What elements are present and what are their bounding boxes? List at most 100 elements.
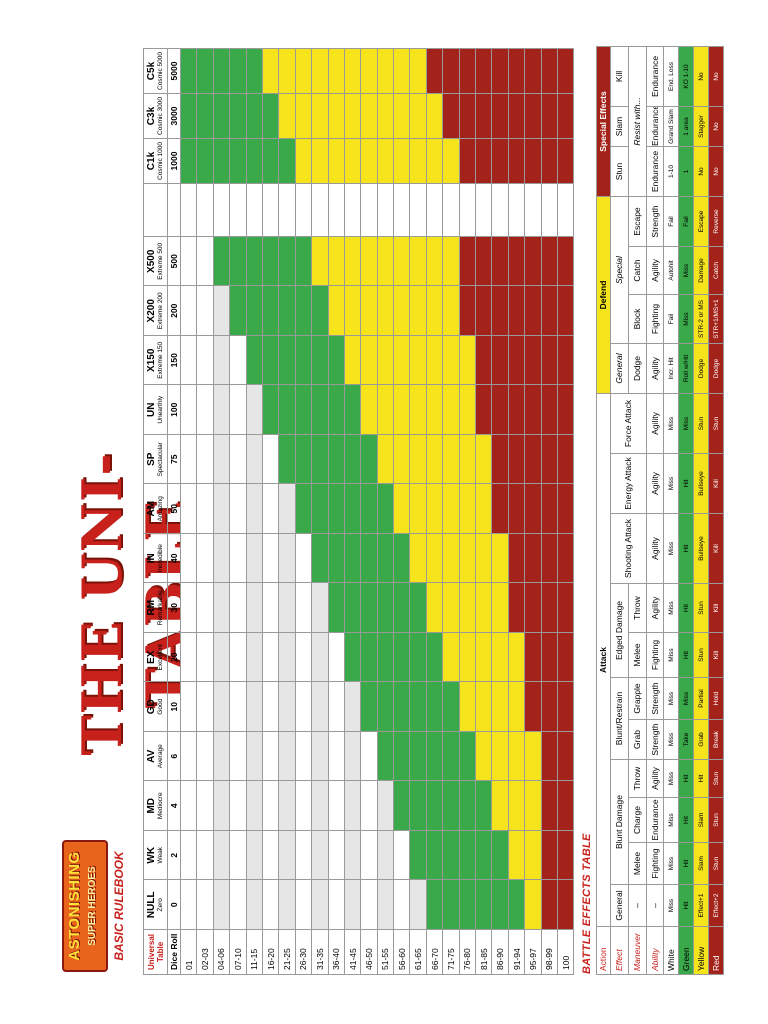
result-cell xyxy=(508,632,525,682)
roll-row: 56-60 xyxy=(393,48,410,975)
result-cell xyxy=(377,93,394,139)
result-cell xyxy=(459,830,476,880)
maneuver-cell: – xyxy=(628,884,647,927)
result-text: Catch xyxy=(708,246,724,295)
result-cell xyxy=(409,583,427,633)
rank-value: 6 xyxy=(167,731,181,781)
result-cell xyxy=(246,48,263,94)
result-cell xyxy=(360,183,378,237)
result-cell xyxy=(278,731,296,781)
ability-cell: Agility xyxy=(646,343,664,394)
result-text: Hit xyxy=(693,759,709,798)
result-cell xyxy=(557,434,574,484)
result-cell xyxy=(541,781,558,831)
ability-cell: Agility xyxy=(646,513,664,584)
result-cell xyxy=(246,138,263,184)
rank-code: SP xyxy=(145,452,157,466)
roll-label: 26-30 xyxy=(295,929,312,975)
result-cell xyxy=(442,682,460,732)
result-cell xyxy=(491,682,509,732)
result-cell xyxy=(475,286,492,336)
result-cell xyxy=(557,731,574,781)
result-cell xyxy=(262,138,279,184)
result-cell xyxy=(213,93,230,139)
result-cell xyxy=(475,236,492,286)
roll-row: 26-30 xyxy=(295,48,312,975)
result-text: Fail xyxy=(663,294,679,344)
roll-row: 81-85 xyxy=(475,48,492,975)
ability-cell: Strength xyxy=(646,677,664,720)
result-cell xyxy=(377,682,394,732)
result-cell xyxy=(360,335,378,385)
result-text: Partial xyxy=(693,677,709,720)
result-cell xyxy=(229,682,247,732)
roll-row: 16-20 xyxy=(262,48,279,975)
row-label: Yellow xyxy=(693,926,709,975)
roll-label: 61-65 xyxy=(409,929,427,975)
rank-name: Cosmic 5000 xyxy=(156,52,164,90)
result-cell xyxy=(393,138,410,184)
result-cell xyxy=(311,533,329,583)
result-cell xyxy=(344,138,361,184)
result-cell xyxy=(360,880,378,930)
result-cell xyxy=(328,583,345,633)
result-cell xyxy=(196,93,214,139)
result-cell xyxy=(196,236,214,286)
rank-header: UN Unearthly xyxy=(143,385,168,435)
result-cell xyxy=(475,632,492,682)
result-cell xyxy=(541,484,558,534)
result-cell xyxy=(442,385,460,435)
rank-value: 150 xyxy=(167,335,181,385)
result-cell xyxy=(246,731,263,781)
result-cell xyxy=(459,138,476,184)
result-cell xyxy=(295,880,312,930)
result-cell xyxy=(393,183,410,237)
result-cell xyxy=(475,93,492,139)
result-text: Kill xyxy=(708,583,724,633)
result-cell xyxy=(311,583,329,633)
result-text: Hit xyxy=(678,632,694,678)
rank-name: Average xyxy=(156,744,164,769)
result-cell xyxy=(196,138,214,184)
rank-header: X200 Extreme 200 xyxy=(143,286,168,336)
result-cell xyxy=(213,434,230,484)
result-cell xyxy=(246,880,263,930)
result-cell xyxy=(475,183,492,237)
roll-row: 41-45 xyxy=(344,48,361,975)
result-text: Stun xyxy=(708,797,724,843)
roll-label: 31-35 xyxy=(311,929,329,975)
result-cell xyxy=(278,434,296,484)
result-cell xyxy=(180,880,197,930)
ability-cell: Agility xyxy=(646,453,664,514)
result-cell xyxy=(246,583,263,633)
row-label: White xyxy=(663,926,679,975)
result-cell xyxy=(557,286,574,336)
result-cell xyxy=(459,385,476,435)
roll-row: 21-25 xyxy=(278,48,296,975)
result-cell xyxy=(295,781,312,831)
result-cell xyxy=(541,434,558,484)
rank-name: Extreme 200 xyxy=(156,292,164,330)
result-cell xyxy=(393,286,410,336)
result-text: 1-10 xyxy=(663,146,679,197)
result-cell xyxy=(344,286,361,336)
maneuver-cell: Resist with... xyxy=(628,46,647,197)
effect-cell: Force Attack xyxy=(610,393,647,454)
rank-header: C3k Cosmic 3000 xyxy=(143,93,168,139)
roll-label: 56-60 xyxy=(393,929,410,975)
result-cell xyxy=(557,93,574,139)
result-cell xyxy=(180,682,197,732)
result-cell xyxy=(180,731,197,781)
result-text: Miss xyxy=(678,393,694,454)
effect-cell: Kill xyxy=(610,46,629,107)
result-cell xyxy=(393,731,410,781)
result-cell xyxy=(409,731,427,781)
result-cell xyxy=(213,286,230,336)
result-text: Miss xyxy=(663,453,679,514)
result-cell xyxy=(196,781,214,831)
result-cell xyxy=(311,484,329,534)
result-text: Bullseye xyxy=(693,513,709,584)
result-cell xyxy=(328,880,345,930)
rank-header: SP Spectacular xyxy=(143,434,168,484)
roll-label: 91-94 xyxy=(508,929,525,975)
